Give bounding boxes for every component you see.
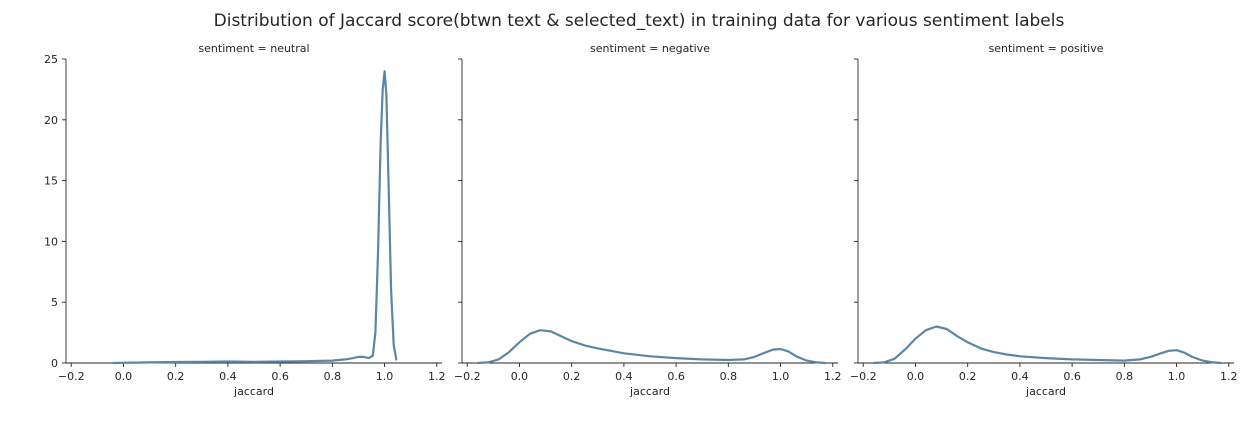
y-tick-label: 25 xyxy=(44,53,58,66)
x-axis-label: jaccard xyxy=(629,385,670,398)
facet-0: sentiment = neutral 0 5 10 15 20 25 −0.2 0.0 0.2 0… xyxy=(44,42,446,398)
x-tick-label: −0.2 xyxy=(850,370,877,383)
x-tick-label: −0.2 xyxy=(454,370,481,383)
x-tick-label: 0.4 xyxy=(1011,370,1029,383)
facet-1: sentiment = negative −0.2 0.0 0.2 0.4 0.6 0.8 1… xyxy=(454,42,842,398)
x-tick-label: 0.8 xyxy=(720,370,738,383)
x-tick-label: 1.2 xyxy=(824,370,842,383)
x-tick-label: 0.0 xyxy=(511,370,529,383)
y-tick-label: 15 xyxy=(44,175,58,188)
x-tick-label: 0.2 xyxy=(959,370,977,383)
x-tick-label: 0.2 xyxy=(563,370,581,383)
y-tick-label: 20 xyxy=(44,114,58,127)
x-axis-label: jaccard xyxy=(1025,385,1066,398)
x-tick-label: 0.8 xyxy=(324,370,342,383)
kde-line xyxy=(872,325,1223,365)
x-tick-label: 0.2 xyxy=(167,370,185,383)
facet-title: sentiment = negative xyxy=(590,42,710,55)
facets: sentiment = neutral 0 5 10 15 20 25 −0.2 0.0 0.2 0… xyxy=(44,42,1238,398)
x-tick-label: 0.6 xyxy=(667,370,685,383)
x-tick-label: 0.8 xyxy=(1116,370,1134,383)
x-tick-label: −0.2 xyxy=(58,370,85,383)
y-tick-label: 10 xyxy=(44,235,58,248)
x-tick-label: 0.4 xyxy=(219,370,237,383)
facet-title: sentiment = neutral xyxy=(198,42,309,55)
kde-line xyxy=(476,329,827,365)
x-axis-label: jaccard xyxy=(233,385,274,398)
x-tick-label: 1.0 xyxy=(772,370,790,383)
x-tick-label: 0.6 xyxy=(271,370,289,383)
kde-line xyxy=(111,70,398,365)
y-tick-label: 0 xyxy=(51,357,58,370)
x-tick-label: 1.0 xyxy=(376,370,394,383)
y-tick-label: 5 xyxy=(51,296,58,309)
x-tick-label: 1.0 xyxy=(1168,370,1186,383)
facet-2: sentiment = positive −0.2 0.0 0.2 0.4 0.6 0.8 1… xyxy=(850,42,1238,398)
x-tick-label: 0.0 xyxy=(907,370,925,383)
x-tick-label: 0.0 xyxy=(115,370,133,383)
x-tick-label: 1.2 xyxy=(428,370,446,383)
facet-title: sentiment = positive xyxy=(989,42,1104,55)
figure-title: Distribution of Jaccard score(btwn text … xyxy=(214,11,1065,31)
x-tick-label: 0.6 xyxy=(1063,370,1081,383)
x-tick-label: 1.2 xyxy=(1220,370,1238,383)
x-tick-label: 0.4 xyxy=(615,370,633,383)
